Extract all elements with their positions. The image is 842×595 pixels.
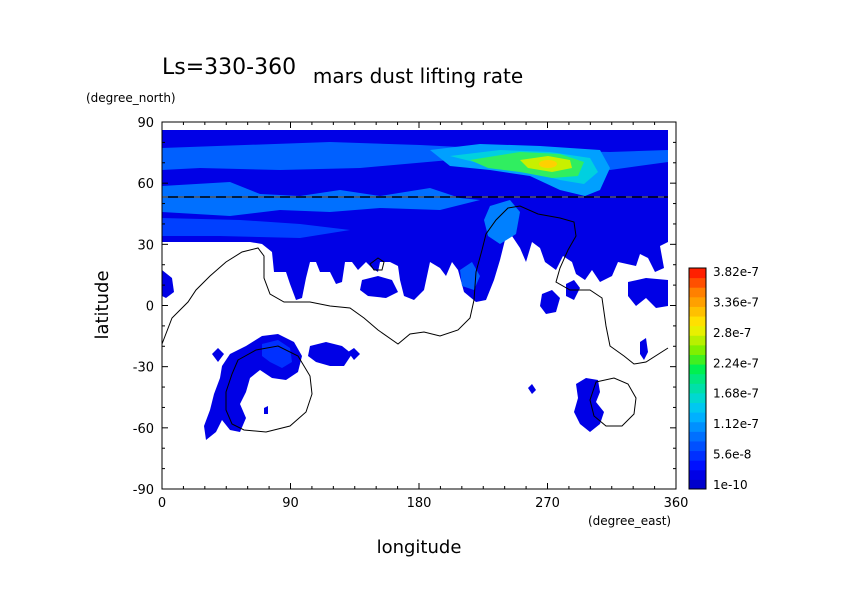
x-tick-label: 180 (407, 496, 432, 511)
colorbar-swatch (689, 325, 706, 336)
colorbar-frame (688, 267, 707, 490)
dust-rate-field (162, 130, 668, 440)
colorbar-label: 1.68e-7 (713, 387, 759, 401)
colorbar-swatch (689, 440, 706, 452)
x-tick-label: 0 (158, 496, 166, 511)
y-tick-label: -60 (133, 422, 154, 437)
x-axis-label: longitude (377, 537, 462, 558)
contour-line-2 (369, 257, 385, 271)
y-tick-label: 90 (137, 116, 154, 131)
colorbar-swatch (689, 277, 706, 288)
colorbar: 1e-10 5.6e-8 1.12e-7 1.68e-7 2.24e-7 2.8e-7 3.… (688, 265, 759, 492)
colorbar-swatch (689, 450, 706, 461)
topography-contours (161, 205, 669, 433)
band-streak-2 (162, 182, 480, 216)
y-units-label: (degree_north) (86, 91, 176, 105)
patch-west (162, 270, 174, 298)
patch-south-2 (308, 342, 352, 366)
colorbar-label: 2.8e-7 (713, 326, 751, 340)
plot-area (161, 121, 677, 490)
patch-east (628, 278, 668, 308)
colorbar-swatch (689, 296, 706, 307)
contour-line-1 (161, 205, 669, 365)
colorbar-swatch (689, 402, 706, 413)
y-axis: -90 -60 -30 0 30 60 90 (133, 116, 676, 498)
colorbar-swatch (689, 306, 706, 317)
chart-title: mars dust lifting rate (313, 64, 523, 88)
patch-south-inner (262, 340, 292, 368)
patch-east-small (640, 338, 648, 360)
colorbar-swatch (689, 421, 706, 432)
y-axis-label: latitude (92, 270, 113, 339)
colorbar-swatch (689, 373, 706, 384)
colorbar-swatch (689, 431, 706, 442)
patch-mid-1 (360, 276, 398, 298)
colorbar-swatch (689, 335, 706, 346)
y-tick-label: -30 (133, 361, 154, 376)
contour-line-4 (589, 377, 637, 427)
x-tick-label: 270 (535, 496, 560, 511)
colorbar-label: 5.6e-8 (713, 448, 751, 462)
colorbar-swatch (689, 316, 706, 327)
colorbar-label: 1e-10 (713, 478, 748, 492)
colorbar-swatch (689, 354, 706, 365)
band-peak-core (539, 160, 557, 168)
patch-mid-2 (540, 290, 560, 314)
colorbar-swatch (689, 479, 706, 490)
colorbar-swatch (689, 364, 706, 375)
colorbar-label: 2.24e-7 (713, 356, 759, 370)
x-tick-label: 90 (282, 496, 299, 511)
colorbar-swatch (689, 383, 706, 394)
contour-line-3 (225, 345, 313, 433)
band-streak-3 (162, 218, 350, 238)
y-tick-label: -90 (133, 483, 154, 498)
colorbar-swatch (689, 412, 706, 423)
colorbar-swatch (689, 268, 706, 279)
patch-south-4 (528, 384, 536, 394)
colorbar-label: 3.36e-7 (713, 295, 759, 309)
colorbar-swatch (689, 392, 706, 404)
x-axis: 0 90 180 270 360 (158, 122, 689, 511)
x-tick-label: 360 (664, 496, 689, 511)
y-tick-label: 60 (137, 177, 154, 192)
colorbar-swatch (689, 344, 706, 355)
colorbar-swatch (689, 287, 706, 298)
chart-subtitle: Ls=330-360 (162, 55, 296, 80)
colorbar-label: 1.12e-7 (713, 417, 759, 431)
patch-south-6 (264, 406, 268, 414)
colorbar-swatch (689, 460, 706, 471)
patch-south-3 (348, 348, 360, 360)
band-streak-6 (484, 200, 520, 244)
colorbar-label: 3.82e-7 (713, 265, 759, 279)
y-tick-label: 0 (146, 300, 154, 315)
y-tick-label: 30 (137, 238, 154, 253)
colorbar-swatch (689, 469, 706, 480)
patch-south-1 (212, 348, 224, 362)
x-units-label: (degree_east) (588, 514, 671, 528)
